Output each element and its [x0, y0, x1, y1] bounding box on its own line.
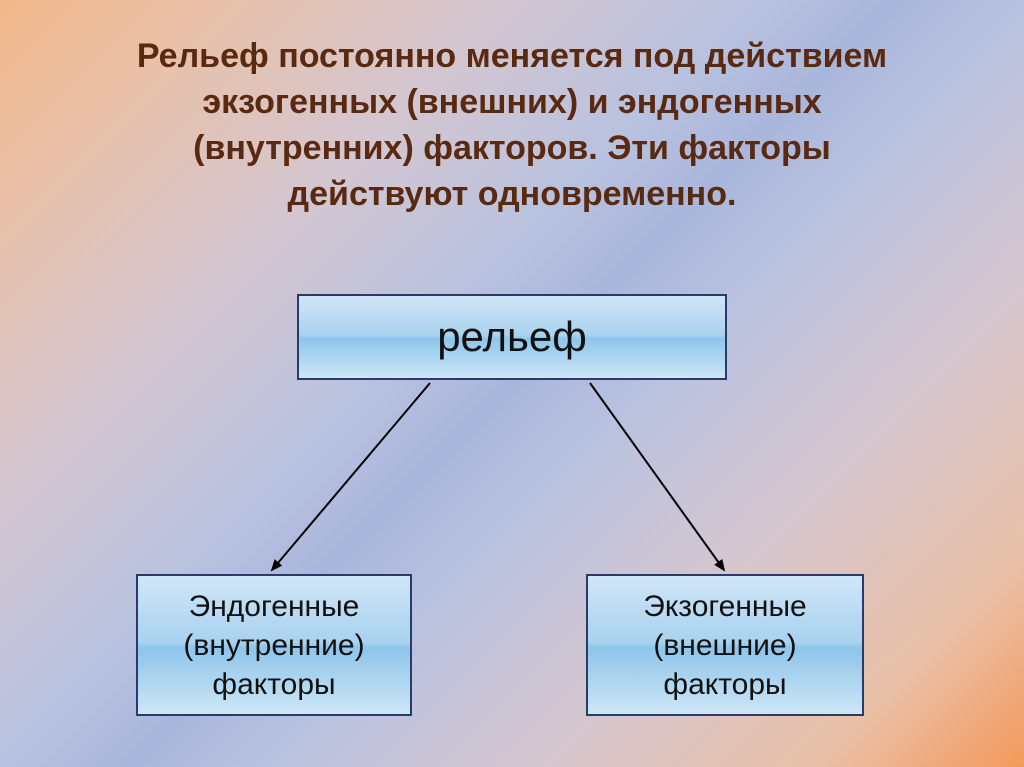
- title-line-3: (внутренних) факторов. Эти факторы: [70, 126, 954, 172]
- child-left-line-1: Эндогенные: [183, 587, 364, 626]
- child-left-line-2: (внутренние): [183, 626, 364, 665]
- child-right-line-2: (внешние): [643, 626, 806, 665]
- child-right-line-3: факторы: [643, 665, 806, 704]
- title-line-1: Рельеф постоянно меняется под действием: [70, 34, 954, 80]
- diagram-child-right-box: Экзогенные (внешние) факторы: [586, 574, 864, 716]
- diagram-root-label: рельеф: [437, 313, 587, 361]
- child-left-line-3: факторы: [183, 665, 364, 704]
- child-right-line-1: Экзогенные: [643, 587, 806, 626]
- title-paragraph: Рельеф постоянно меняется под действием …: [70, 34, 954, 218]
- title-line-4: действуют одновременно.: [70, 172, 954, 218]
- arrow-left: [272, 383, 430, 570]
- diagram-child-left-box: Эндогенные (внутренние) факторы: [136, 574, 412, 716]
- diagram-root-box: рельеф: [297, 294, 727, 380]
- arrow-right: [590, 383, 724, 570]
- title-line-2: экзогенных (внешних) и эндогенных: [70, 80, 954, 126]
